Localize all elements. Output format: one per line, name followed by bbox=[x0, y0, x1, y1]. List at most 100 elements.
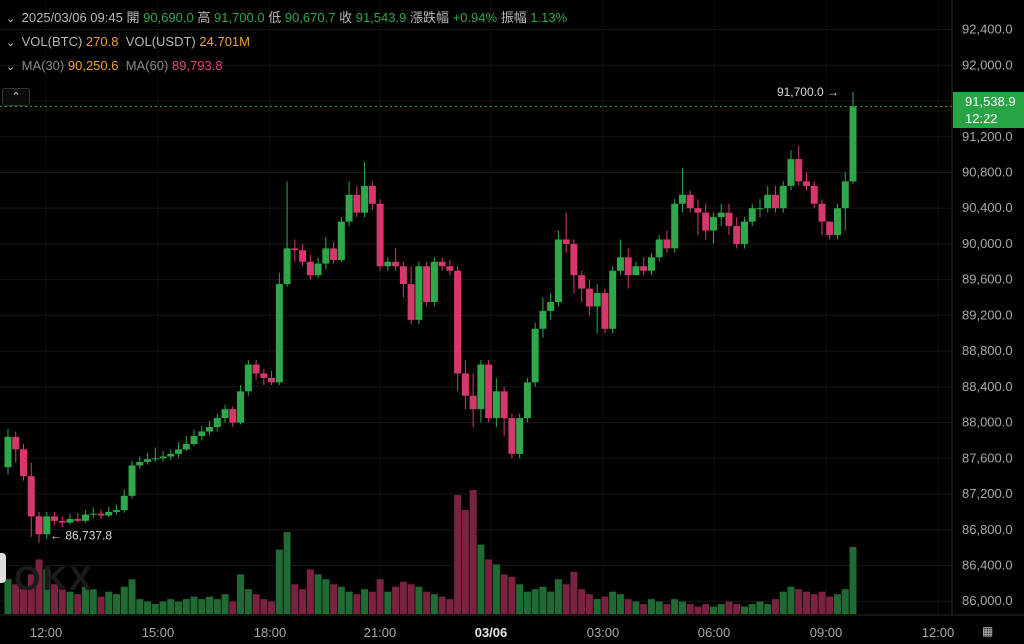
candle-body bbox=[206, 427, 214, 432]
volume-bar bbox=[361, 589, 369, 614]
candle-body bbox=[361, 185, 369, 213]
volume-bar bbox=[229, 601, 237, 614]
candle-body bbox=[787, 159, 795, 186]
y-tick-label: 86,800.0 bbox=[962, 522, 1013, 537]
volume-bar bbox=[469, 490, 477, 614]
volume-bar bbox=[58, 589, 66, 614]
candle-body bbox=[144, 459, 152, 462]
candle-body bbox=[167, 453, 175, 457]
volume-bar bbox=[694, 606, 702, 614]
volume-bar bbox=[407, 584, 415, 614]
volume-bar bbox=[136, 599, 144, 614]
candle-body bbox=[500, 391, 508, 419]
candle-body bbox=[20, 449, 28, 477]
y-tick-label: 92,400.0 bbox=[962, 22, 1013, 37]
collapse-indicators-button[interactable]: ⌃ bbox=[2, 88, 30, 106]
volume-bar bbox=[221, 594, 229, 614]
candle-body bbox=[35, 516, 43, 535]
volume-bar bbox=[632, 601, 640, 614]
volume-bar bbox=[655, 601, 663, 614]
candle-body bbox=[322, 248, 330, 264]
volume-bar bbox=[702, 604, 710, 614]
chart-grid bbox=[0, 0, 1024, 616]
candle-body bbox=[244, 364, 252, 392]
volume-bar bbox=[438, 596, 446, 614]
candle-body bbox=[89, 513, 97, 515]
y-tick-label: 87,600.0 bbox=[962, 450, 1013, 465]
volume-bar bbox=[616, 594, 624, 614]
candle-body bbox=[384, 261, 392, 267]
volume-bar bbox=[190, 596, 198, 614]
candle-body bbox=[461, 373, 469, 396]
candle-body bbox=[454, 270, 462, 374]
volume-bar bbox=[392, 586, 400, 614]
candle-body bbox=[523, 382, 531, 419]
volume-bar bbox=[120, 586, 128, 614]
candle-body bbox=[632, 266, 640, 276]
chevron-down-icon[interactable]: ⌄ bbox=[6, 61, 16, 73]
volume-bar bbox=[539, 586, 547, 614]
candle-body bbox=[624, 257, 632, 276]
ma-info-row: ⌄ MA(30) 90,250.6 MA(60) 89,793.8 bbox=[6, 58, 223, 75]
candle-countdown: 12:22 bbox=[965, 111, 998, 126]
candle-body bbox=[771, 194, 779, 209]
candle-body bbox=[585, 288, 593, 307]
candle-body bbox=[407, 284, 415, 320]
y-tick-label: 90,400.0 bbox=[962, 200, 1013, 215]
candle-body bbox=[229, 409, 237, 423]
candle-body bbox=[485, 364, 493, 419]
volume-bars bbox=[4, 490, 857, 614]
volume-bar bbox=[299, 589, 307, 614]
volume-bar bbox=[562, 584, 570, 614]
volume-bar bbox=[795, 589, 803, 614]
candle-body bbox=[702, 212, 710, 231]
candle-body bbox=[182, 444, 190, 450]
volume-bar bbox=[709, 606, 717, 614]
ma60-label: MA(60) bbox=[125, 58, 169, 73]
side-panel-handle[interactable] bbox=[0, 553, 6, 583]
candle-body bbox=[640, 266, 648, 271]
volume-bar bbox=[97, 596, 105, 614]
y-tick-label: 87,200.0 bbox=[962, 486, 1013, 501]
volume-bar bbox=[461, 509, 469, 614]
volume-bar bbox=[384, 591, 392, 614]
candle-body bbox=[113, 510, 121, 512]
volume-bar bbox=[268, 601, 276, 614]
y-tick-label: 88,400.0 bbox=[962, 379, 1013, 394]
candle-body bbox=[159, 456, 167, 459]
okx-watermark-logo: OKX bbox=[14, 560, 94, 598]
volume-bar bbox=[89, 589, 97, 614]
volume-bar bbox=[128, 579, 136, 614]
candle-body bbox=[601, 293, 609, 329]
candle-body bbox=[709, 217, 717, 231]
candle-body bbox=[43, 516, 51, 535]
volume-bar bbox=[314, 574, 322, 614]
volume-bar bbox=[601, 596, 609, 614]
volume-bar bbox=[810, 594, 818, 614]
chevron-down-icon[interactable]: ⌄ bbox=[6, 13, 16, 25]
candle-body bbox=[136, 461, 144, 466]
y-tick-label: 89,600.0 bbox=[962, 272, 1013, 287]
volume-bar bbox=[578, 589, 586, 614]
volume-info-row: ⌄ VOL(BTC) 270.8 VOL(USDT) 24.701M bbox=[6, 34, 250, 51]
candle-body bbox=[717, 212, 725, 218]
volume-bar bbox=[368, 591, 376, 614]
volume-bar bbox=[485, 559, 493, 614]
candle-body bbox=[198, 431, 206, 436]
candle-body bbox=[66, 519, 74, 523]
chevron-down-icon[interactable]: ⌄ bbox=[6, 37, 16, 49]
candle-body bbox=[4, 436, 12, 468]
volume-bar bbox=[399, 581, 407, 614]
candle-body bbox=[51, 516, 59, 521]
volume-bar bbox=[430, 594, 438, 614]
candle-body bbox=[306, 261, 314, 276]
candle-body bbox=[345, 194, 353, 222]
ohlc-info-row: ⌄ 2025/03/06 09:45 開 90,690.0 高 91,700.0… bbox=[6, 10, 567, 27]
volume-bar bbox=[260, 599, 268, 614]
candle-body bbox=[260, 373, 268, 378]
candle-body bbox=[175, 449, 183, 454]
settings-grid-icon[interactable]: ▦ bbox=[982, 624, 994, 638]
candle-body bbox=[694, 208, 702, 213]
volume-bar bbox=[818, 591, 826, 614]
